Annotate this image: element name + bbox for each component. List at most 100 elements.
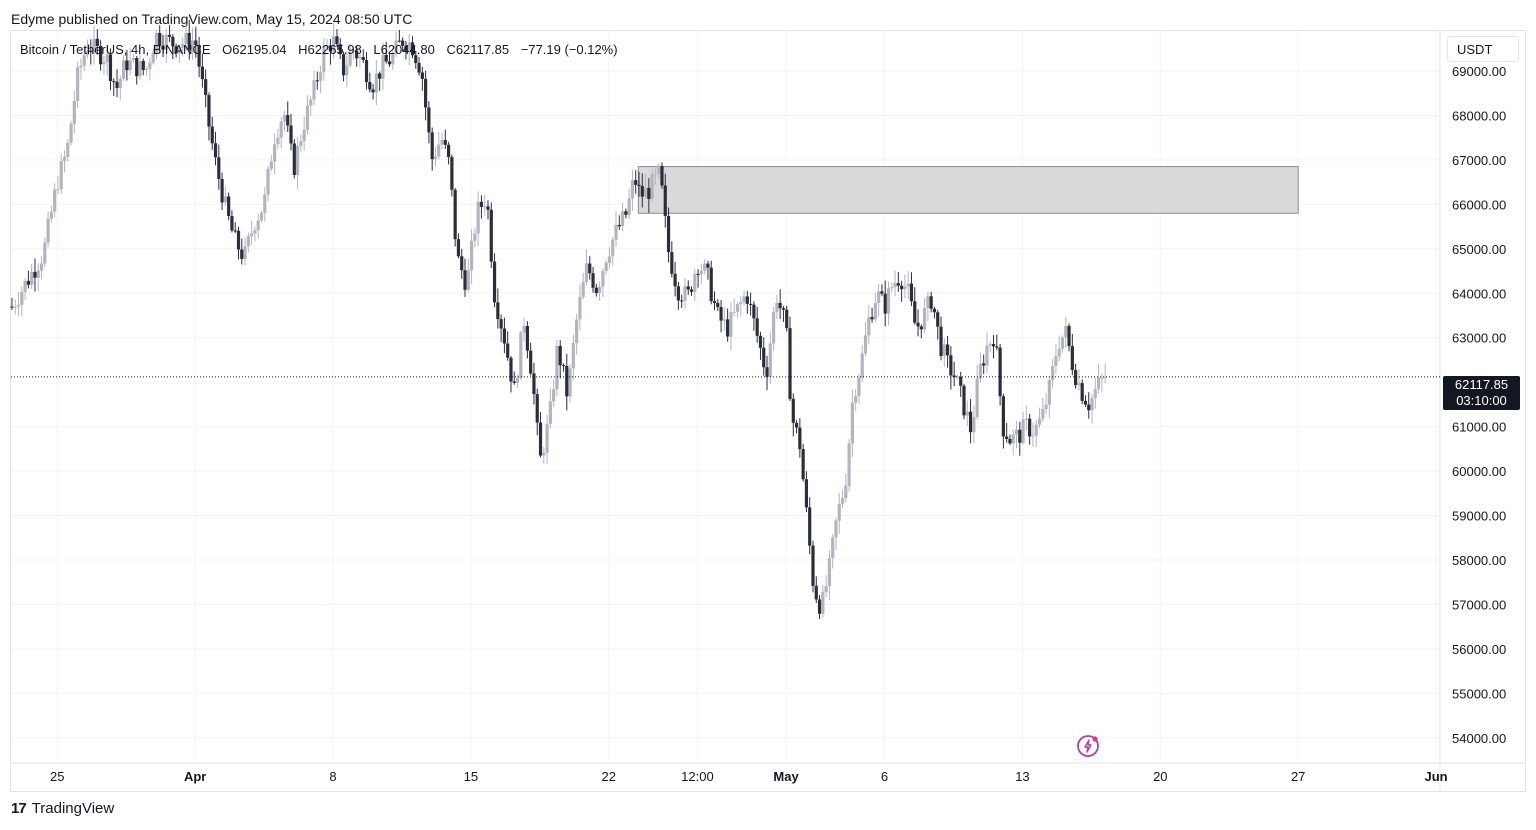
candle-body (1096, 377, 1101, 390)
currency-button[interactable]: USDT (1447, 36, 1519, 62)
symbol-name[interactable]: Bitcoin / TetherUS, 4h, BINANCE (20, 42, 211, 57)
flash-icon[interactable] (1076, 734, 1100, 758)
candle (703, 259, 707, 275)
candle-body (998, 347, 1002, 397)
candle (666, 207, 671, 263)
candle (978, 352, 983, 383)
candle (187, 19, 191, 60)
candle (522, 317, 526, 342)
candle-body (1031, 435, 1035, 437)
candle-body (325, 45, 329, 47)
candle-body (653, 173, 658, 175)
candle-body (890, 287, 894, 289)
candle (82, 47, 86, 71)
candle (1028, 413, 1032, 445)
candle (355, 45, 359, 67)
candle (256, 213, 260, 239)
candle-body (716, 303, 720, 308)
candle-body (204, 79, 208, 96)
candle-body (814, 585, 818, 600)
candle-body (643, 187, 648, 197)
y-tick-label: 63000.00 (1452, 331, 1506, 346)
candle-body (410, 42, 415, 56)
candle (417, 57, 421, 76)
candle (758, 331, 763, 361)
candle-body (374, 73, 378, 93)
candle-body (936, 312, 940, 327)
candle (266, 165, 270, 202)
candle-body (647, 187, 651, 200)
candle (154, 30, 159, 60)
x-tick-label: 8 (329, 769, 336, 784)
candle (282, 110, 287, 132)
candle-body (1103, 376, 1107, 378)
candle-body (463, 270, 467, 290)
x-tick-label: 25 (50, 769, 64, 784)
candle-body (634, 180, 638, 185)
candle (378, 71, 382, 91)
candle (131, 54, 136, 63)
candle (804, 471, 809, 513)
candle-body (824, 586, 828, 592)
candle (446, 141, 451, 165)
candle-body (112, 81, 116, 83)
candle-body (210, 126, 214, 144)
candle (581, 272, 585, 300)
candle-body (817, 599, 822, 614)
candle-body (863, 335, 868, 354)
candle (302, 116, 306, 151)
candle (305, 94, 310, 136)
candle-body (240, 249, 244, 259)
candle-body (13, 306, 17, 308)
candle-body (446, 144, 451, 158)
ohlc-high: H62265.98 (298, 42, 362, 57)
candle (125, 49, 129, 81)
candle (1057, 335, 1061, 361)
candle (785, 305, 789, 332)
candle-body (151, 53, 155, 63)
candle-body (217, 157, 221, 179)
y-tick-label: 57000.00 (1452, 597, 1506, 612)
candle-body (85, 50, 90, 55)
candle (414, 51, 418, 69)
candle-body (506, 343, 510, 358)
candle (857, 374, 861, 404)
candle (364, 52, 369, 90)
candle (962, 383, 966, 420)
candle (401, 37, 405, 52)
x-tick-label: Apr (184, 769, 206, 784)
candle (309, 96, 313, 117)
candle (295, 136, 300, 189)
candle (207, 92, 211, 141)
candle (607, 247, 612, 269)
candle (148, 57, 152, 81)
y-tick-label: 64000.00 (1452, 286, 1506, 301)
candle-body (850, 402, 854, 444)
candle (670, 241, 674, 278)
candle (568, 364, 572, 403)
candle (469, 229, 474, 284)
candle-body (765, 367, 769, 377)
candle-body (1080, 383, 1084, 401)
candle-body (318, 72, 323, 81)
candle (673, 261, 677, 297)
candle-body (16, 304, 21, 307)
candle (43, 237, 47, 268)
candle-body (588, 263, 592, 274)
candle (680, 294, 684, 308)
candle-body (745, 296, 749, 304)
candle (328, 38, 333, 65)
candle (440, 132, 444, 150)
candle-body (49, 211, 53, 219)
candle (115, 69, 119, 98)
candle-body (62, 157, 67, 162)
candle (532, 362, 536, 405)
candle (808, 497, 812, 555)
candle-body (1051, 365, 1055, 381)
candle-body (548, 401, 552, 424)
candle-body (558, 345, 562, 366)
candle-body (854, 396, 858, 403)
candle-body (755, 318, 759, 336)
candle-body (640, 185, 644, 197)
